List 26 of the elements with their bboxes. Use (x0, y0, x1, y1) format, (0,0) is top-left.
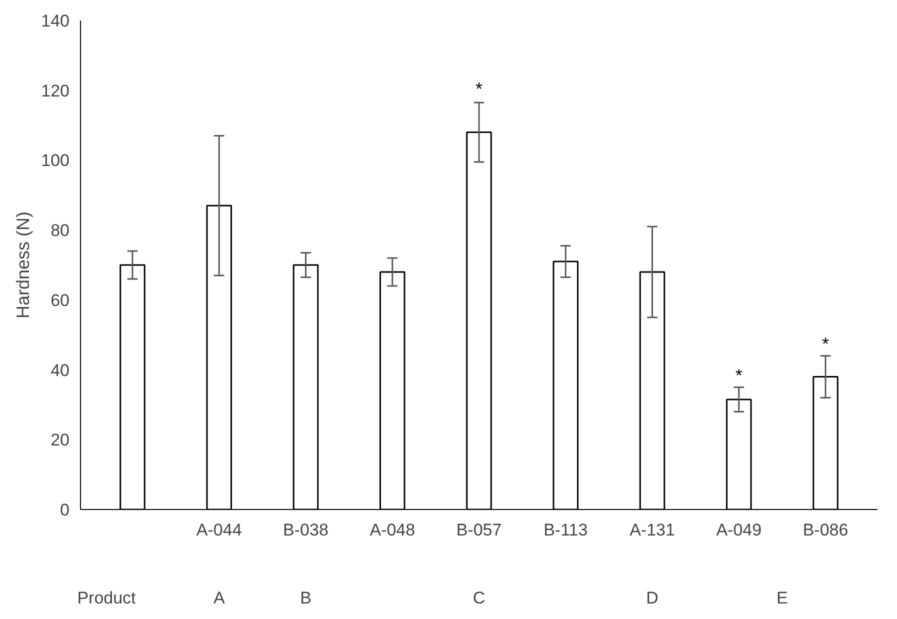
annotation: * (735, 365, 742, 386)
y-tick-label: 140 (41, 12, 70, 30)
x-tick-label: B-113 (544, 520, 588, 540)
x-tick-label: B-086 (802, 520, 848, 540)
text: B (300, 588, 312, 608)
x-tick-label: B-038 (283, 520, 328, 540)
y-tick-label: 80 (50, 221, 70, 240)
text: Product (77, 588, 136, 608)
x-tick-label: A-048 (370, 520, 416, 540)
x-tick-label: A-131 (630, 520, 675, 540)
y-tick-label: 60 (50, 290, 70, 310)
y-tick-label: 100 (41, 151, 70, 170)
y-tick-label: 20 (50, 430, 70, 450)
x-tick-label: A-049 (716, 520, 762, 540)
y-tick-label: 120 (41, 81, 70, 100)
text: C (472, 588, 486, 608)
annotation: * (476, 78, 483, 99)
y-tick-label: 0 (60, 500, 70, 520)
y-axis-title: Hardness (N) (13, 211, 34, 319)
y-tick-label: 40 (50, 360, 70, 380)
text: E (776, 588, 788, 608)
text: A (213, 588, 226, 608)
x-tick-label: A-044 (196, 520, 242, 540)
annotation: * (822, 334, 830, 354)
text: D (646, 588, 658, 608)
x-tick-label: B-057 (456, 520, 502, 540)
